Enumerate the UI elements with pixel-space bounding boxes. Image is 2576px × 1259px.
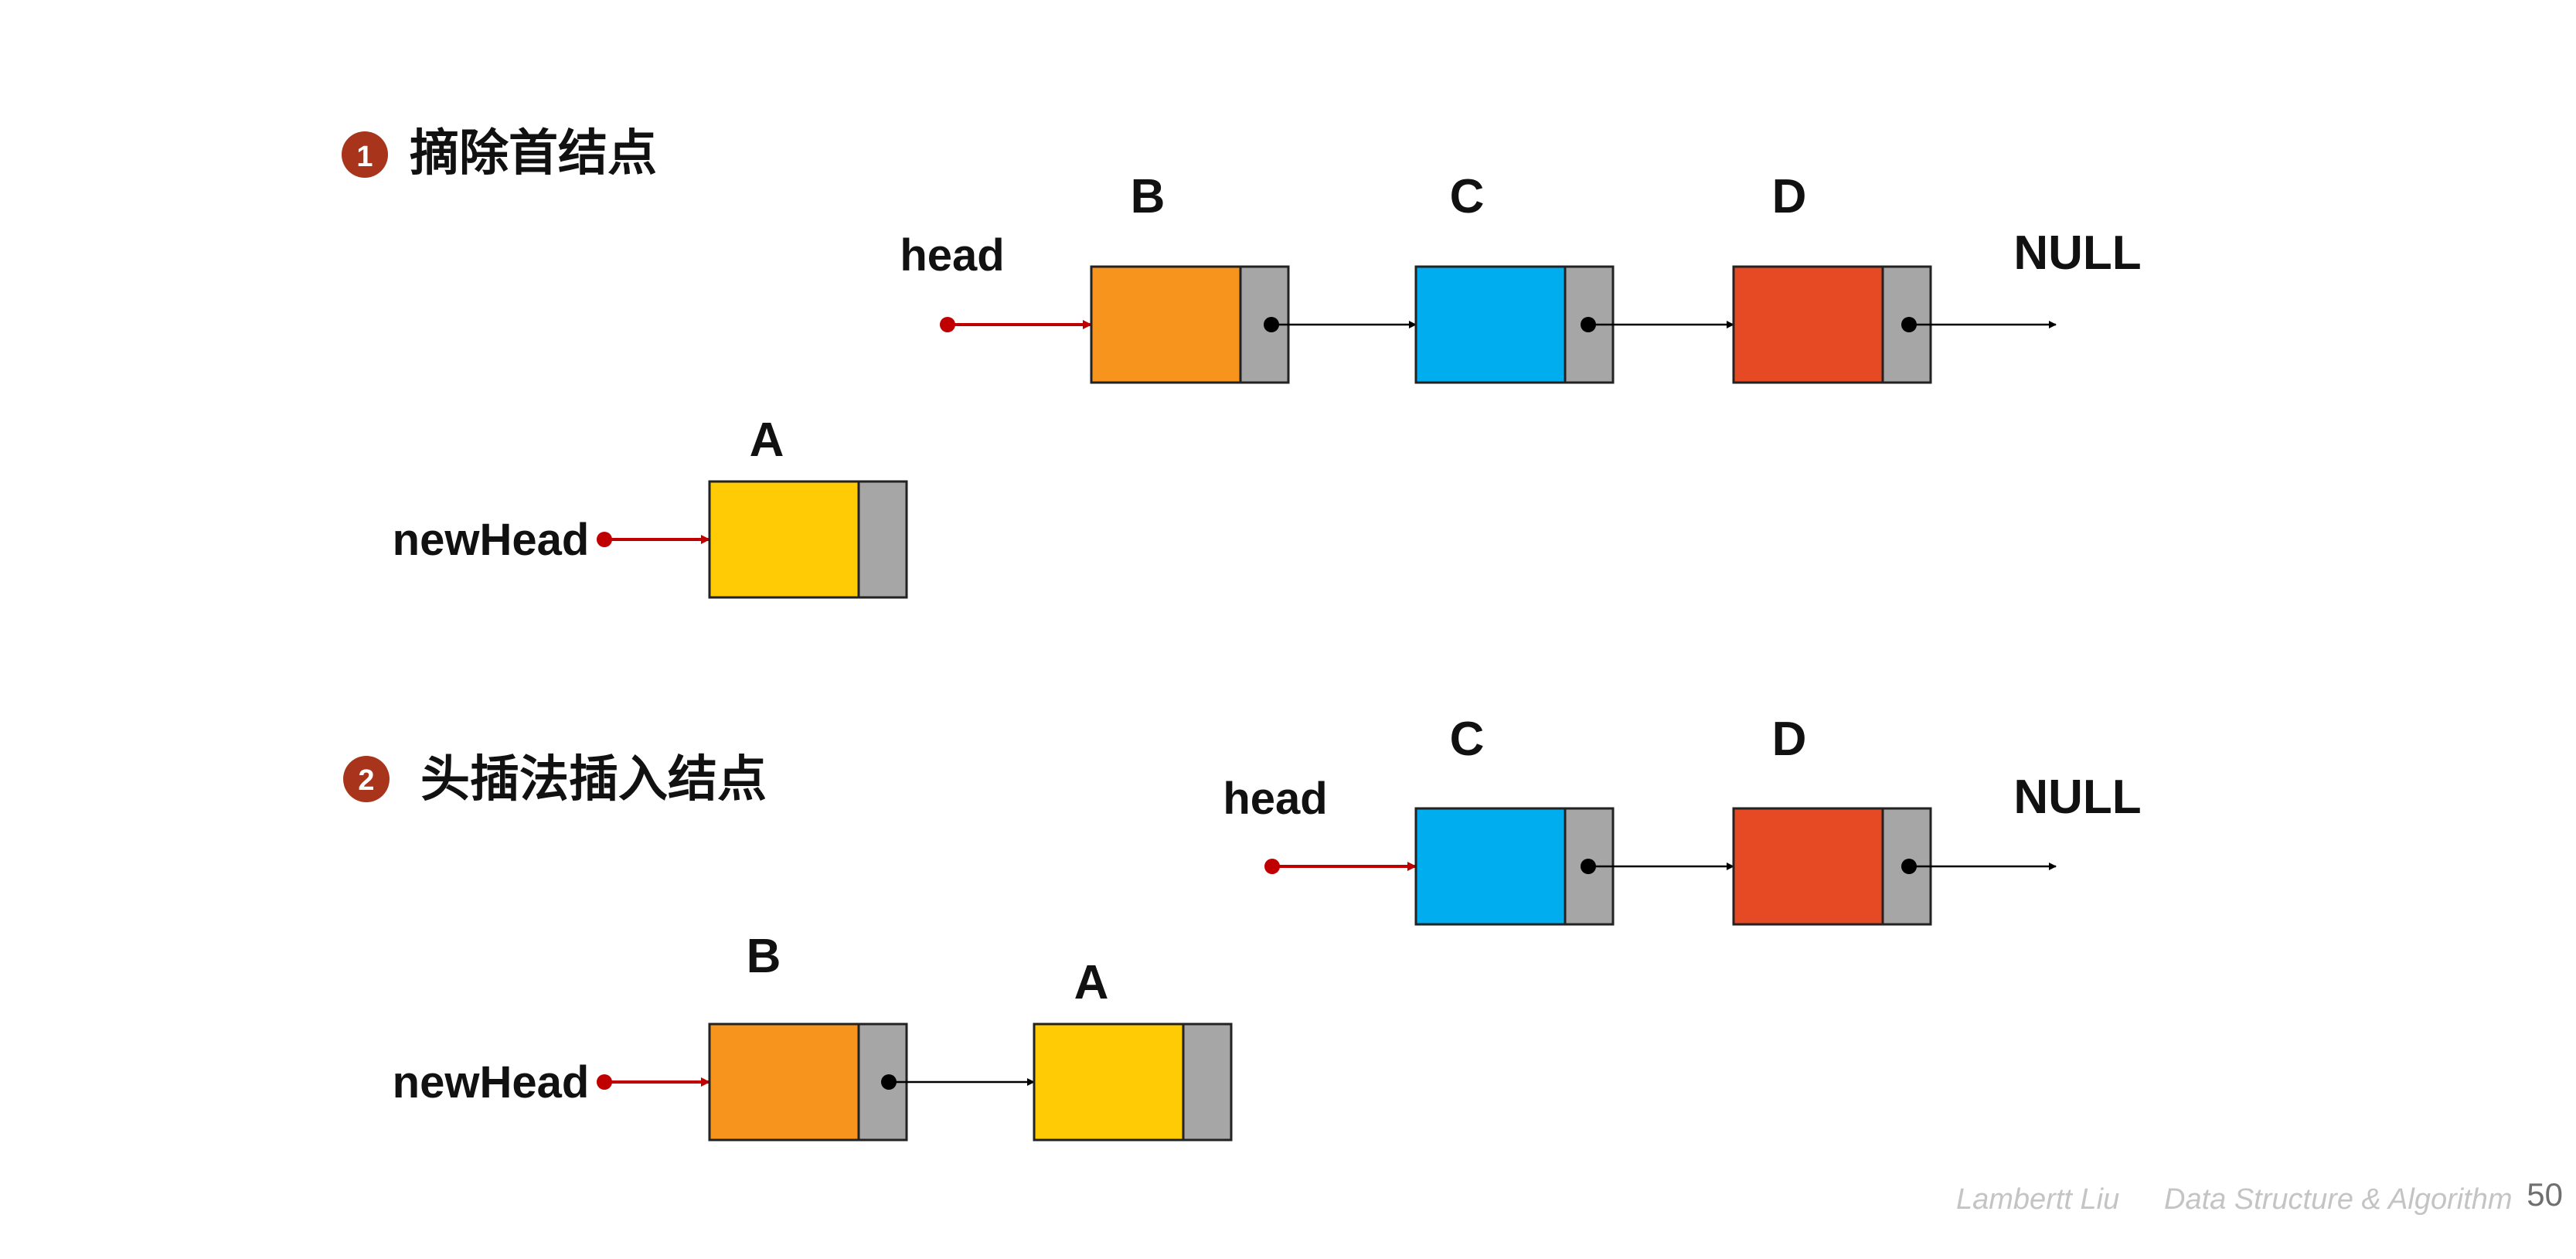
step-1-newhead-list: newHead A — [393, 413, 908, 599]
step-1-node-d-label: D — [1772, 170, 1807, 223]
step-2-node-a-label: A — [1074, 956, 1109, 1009]
step-1-node-d: D — [1732, 170, 1932, 384]
page-number: 50 — [2527, 1176, 2563, 1213]
step-2-node-b-data-cell — [708, 1023, 860, 1142]
step-1-node-a: A — [708, 413, 908, 599]
step-1-badge-icon — [342, 131, 388, 178]
step-2-node-c: C — [1414, 713, 1615, 926]
step-1: 1 摘除首结点 head B C D — [342, 125, 2142, 599]
step-1-node-c-label: C — [1450, 170, 1485, 223]
step-1-node-c-data-cell — [1414, 265, 1567, 384]
step-2-node-b-label: B — [747, 930, 781, 983]
step-1-badge-number: 1 — [356, 141, 373, 173]
step-1-head-list: head B C D — [900, 170, 2142, 384]
footer-course: Data Structure & Algorithm — [2164, 1183, 2513, 1216]
step-2-head-label: head — [1223, 774, 1327, 824]
step-1-node-b-label: B — [1131, 170, 1165, 223]
step-2-title: 头插法插入结点 — [420, 751, 767, 808]
step-1-node-d-data-cell — [1732, 265, 1884, 384]
step-1-header: 1 摘除首结点 — [342, 125, 657, 182]
step-1-node-a-data-cell — [708, 480, 860, 599]
step-2-node-d-data-cell — [1732, 807, 1884, 926]
step-2-node-a-data-cell — [1033, 1023, 1185, 1142]
step-1-head-label: head — [900, 230, 1004, 281]
step-1-null-label: NULL — [2013, 226, 2141, 280]
step-1-title: 摘除首结点 — [410, 125, 657, 182]
step-2-newhead-label: newHead — [393, 1057, 590, 1108]
step-1-node-a-next-cell — [857, 480, 908, 599]
step-1-node-b-data-cell — [1090, 265, 1242, 384]
step-2-head-list: head C D NULL — [1223, 713, 2142, 926]
step-1-node-c: C — [1414, 170, 1615, 384]
step-2-node-c-data-cell — [1414, 807, 1567, 926]
step-2-node-b: B — [708, 930, 908, 1142]
step-2-node-c-label: C — [1450, 713, 1485, 766]
step-2: 2 头插法插入结点 head C D NULL — [343, 713, 2142, 1142]
step-1-node-a-label: A — [750, 413, 784, 467]
step-1-newhead-label: newHead — [393, 515, 590, 565]
step-2-newhead-list: newHead B A — [393, 930, 1233, 1142]
step-2-badge-icon — [343, 756, 390, 802]
footer: Lambertt Liu Data Structure & Algorithm … — [1956, 1176, 2563, 1216]
step-2-node-d-label: D — [1772, 713, 1807, 766]
step-2-node-d: D — [1732, 713, 1932, 926]
step-1-node-b: B — [1090, 170, 1290, 384]
footer-author: Lambertt Liu — [1956, 1183, 2119, 1216]
step-2-header: 2 头插法插入结点 — [343, 751, 767, 808]
step-2-badge-number: 2 — [358, 764, 374, 797]
step-2-null-label: NULL — [2013, 771, 2141, 824]
step-2-node-a-next-cell — [1182, 1023, 1233, 1142]
step-2-node-a: A — [1033, 956, 1233, 1142]
